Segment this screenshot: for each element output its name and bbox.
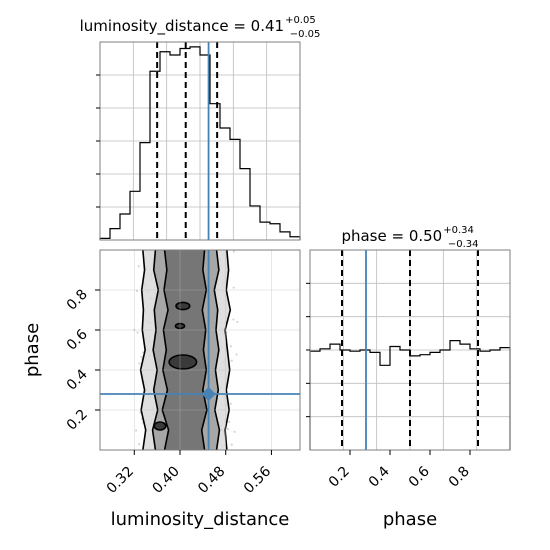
luminosity-distance-hist-histogram-steps (99, 46, 301, 240)
density-peak-2 (153, 421, 167, 431)
sample-point (137, 265, 140, 268)
sample-point (226, 428, 230, 431)
phase-histogram-panel: phase = 0.50+0.34 −0.34 0.2 0.4 0.6 0.8 (306, 225, 511, 491)
sample-point (229, 402, 232, 405)
contour-line-inner-left (161, 249, 170, 451)
phase-x-tick-label: 0.4 (366, 463, 393, 490)
contour-line-inner-right (200, 249, 208, 451)
x-tick-label: 0.40 (149, 464, 182, 497)
y-axis-label-phase: phase (22, 323, 43, 377)
contour-line-outer-right (224, 249, 232, 451)
contour-line-middle-right (213, 249, 221, 451)
sample-point (136, 331, 139, 334)
phase-x-tick-label: 0.6 (406, 463, 433, 490)
density-peak-1 (175, 301, 191, 311)
sample-point (236, 320, 239, 324)
y-tick-label: 0.4 (64, 366, 91, 393)
truth-marker (201, 386, 216, 402)
x-tick-label: 0.48 (195, 464, 228, 497)
x-axis-label-luminosity-distance: luminosity_distance (111, 509, 290, 530)
sample-point (232, 286, 235, 289)
sample-point (228, 420, 231, 423)
sample-point (232, 250, 235, 253)
phase-x-tick-label: 0.8 (446, 464, 473, 491)
contour-frame (99, 249, 301, 451)
contour-line-outer-left (139, 249, 147, 451)
sample-point (138, 442, 141, 446)
sample-point (140, 355, 143, 358)
y-tick-label: 0.2 (64, 407, 91, 434)
x-tick-label: 0.32 (104, 464, 137, 497)
luminosity-distance-histogram-panel: luminosity_distance = 0.41+0.05 −0.05 (80, 15, 321, 241)
phase-x-tick-label: 0.2 (326, 464, 353, 491)
density-peak-0 (168, 354, 198, 370)
contour-line-middle-left (151, 249, 160, 451)
sample-point (135, 429, 138, 432)
sample-point (135, 289, 139, 293)
sample-point (230, 443, 233, 446)
sample-point (232, 318, 235, 321)
x-axis-label-phase: phase (383, 509, 437, 530)
x-tick-label: 0.56 (241, 463, 274, 496)
luminosity-distance-title: luminosity_distance = 0.41+0.05 −0.05 (80, 15, 321, 40)
luminosity-distance-vs-phase-contour-panel: 0.32 0.40 0.48 0.56 0.2 0.4 0.6 0.8 (64, 249, 301, 497)
y-tick-label: 0.6 (64, 326, 91, 353)
phase-title: phase = 0.50+0.34 −0.34 (341, 225, 478, 250)
sample-point (229, 345, 232, 348)
sample-point (233, 430, 236, 433)
sample-point (235, 353, 238, 356)
y-tick-label: 0.8 (64, 287, 91, 314)
sample-point (138, 362, 141, 365)
sample-point (230, 359, 233, 362)
contour-fill-inner (162, 250, 207, 450)
